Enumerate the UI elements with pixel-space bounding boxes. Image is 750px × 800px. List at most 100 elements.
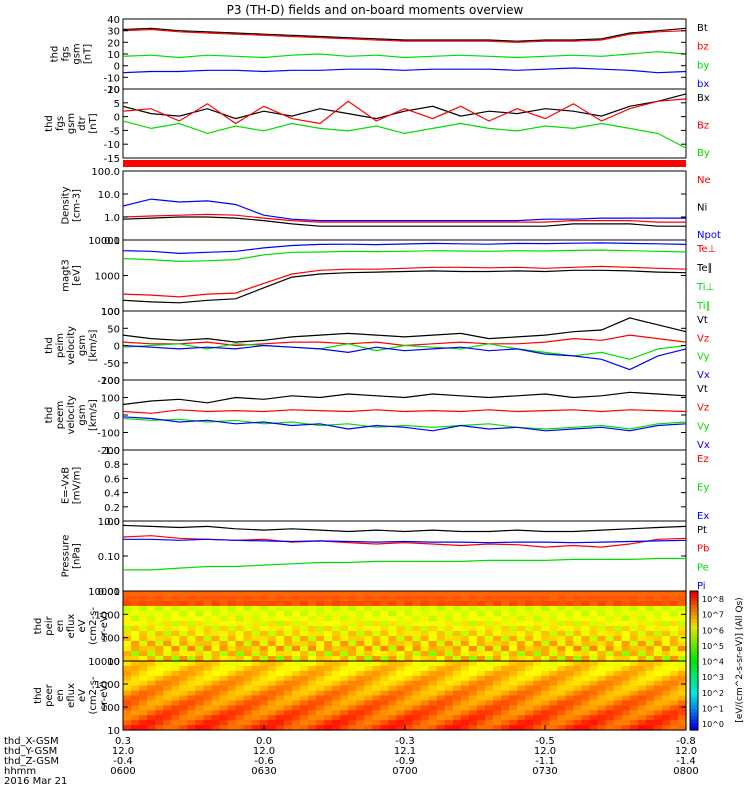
spectrogram-cell [453, 636, 462, 642]
spectrogram-cell [260, 601, 269, 607]
spectrogram-cell [123, 696, 132, 702]
spectrogram-cell [541, 676, 550, 682]
spectrogram-cell [131, 596, 140, 602]
spectrogram-cell [171, 671, 180, 677]
spectrogram-cell [541, 591, 550, 597]
spectrogram-cell [340, 710, 349, 716]
spectrogram-cell [292, 636, 301, 642]
y-axis-label: peer [44, 683, 55, 707]
spectrogram-cell [131, 591, 140, 597]
spectrogram-cell [155, 686, 164, 692]
spectrogram-cell [437, 666, 446, 672]
spectrogram-cell [268, 671, 277, 677]
spectrogram-cell [364, 671, 373, 677]
spectrogram-cell [453, 671, 462, 677]
spectrogram-cell [469, 661, 478, 667]
spectrogram-cell [581, 641, 590, 647]
spectrogram-cell [630, 621, 639, 627]
colorbar-swatch [690, 716, 698, 720]
spectrogram-cell [179, 601, 188, 607]
spectrogram-cell [220, 621, 229, 627]
spectrogram-cell [324, 686, 333, 692]
spectrogram-cell [638, 611, 647, 617]
spectrogram-cell [171, 611, 180, 617]
spectrogram-cell [252, 626, 261, 632]
spectrogram-cell [469, 621, 478, 627]
spectrogram-cell [300, 631, 309, 637]
spectrogram-cell [244, 681, 253, 687]
spectrogram-cell [284, 715, 293, 721]
spectrogram-cell [316, 611, 325, 617]
spectrogram-cell [469, 641, 478, 647]
spectrogram-cell [203, 631, 212, 637]
spectrogram-cell [445, 681, 454, 687]
spectrogram-cell [638, 676, 647, 682]
spectrogram-cell [485, 611, 494, 617]
spectrogram-cell [228, 631, 237, 637]
spectrogram-cell [292, 681, 301, 687]
spectrogram-cell [147, 596, 156, 602]
spectrogram-cell [517, 720, 526, 726]
spectrogram-cell [646, 626, 655, 632]
spectrogram-cell [405, 636, 414, 642]
spectrogram-cell [622, 661, 631, 667]
spectrogram-cell [212, 710, 221, 716]
spectrogram-cell [372, 686, 381, 692]
spectrogram-cell [388, 616, 397, 622]
spectrogram-cell [388, 671, 397, 677]
spectrogram-cell [445, 611, 454, 617]
spectrogram-cell [493, 646, 502, 652]
spectrogram-cell [316, 720, 325, 726]
y-axis-label: eV [77, 689, 88, 702]
spectrogram-cell [654, 631, 663, 637]
spectrogram-cell [581, 681, 590, 687]
series-line-Vt [123, 392, 686, 404]
spectrogram-cell [324, 636, 333, 642]
spectrogram-cell [525, 710, 534, 716]
spectrogram-cell [533, 601, 542, 607]
y-tick-label: 30 [107, 27, 120, 38]
spectrogram-cell [397, 596, 406, 602]
spectrogram-cell [469, 720, 478, 726]
spectrogram-cell [614, 641, 623, 647]
series-line-Bx [123, 94, 686, 119]
spectrogram-cell [397, 621, 406, 627]
spectrogram-cell [300, 661, 309, 667]
spectrogram-cell [388, 606, 397, 612]
spectrogram-cell [332, 646, 341, 652]
spectrogram-cell [123, 651, 132, 657]
spectrogram-cell [123, 626, 132, 632]
spectrogram-cell [308, 651, 317, 657]
spectrogram-cell [565, 611, 574, 617]
spectrogram-cell [501, 671, 510, 677]
spectrogram-cell [405, 616, 414, 622]
spectrogram-cell [380, 651, 389, 657]
spectrogram-cell [276, 641, 285, 647]
spectrogram-cell [565, 646, 574, 652]
spectrogram-cell [276, 611, 285, 617]
spectrogram-cell [236, 676, 245, 682]
spectrogram-cell [397, 681, 406, 687]
spectrogram-cell [195, 696, 204, 702]
spectrogram-cell [581, 636, 590, 642]
y-tick-label: 0 [114, 113, 120, 124]
spectrogram-cell [268, 601, 277, 607]
spectrogram-cell [212, 641, 221, 647]
spectrogram-cell [203, 705, 212, 711]
spectrogram-cell [565, 601, 574, 607]
spectrogram-cell [477, 641, 486, 647]
spectrogram-cell [397, 705, 406, 711]
spectrogram-cell [139, 700, 148, 706]
spectrogram-cell [260, 596, 269, 602]
spectrogram-cell [228, 611, 237, 617]
spectrogram-cell [332, 641, 341, 647]
spectrogram-cell [445, 705, 454, 711]
spectrogram-cell [405, 696, 414, 702]
spectrogram-cell [380, 715, 389, 721]
spectrogram-cell [236, 636, 245, 642]
spectrogram-cell [308, 671, 317, 677]
spectrogram-cell [413, 636, 422, 642]
spectrogram-cell [581, 591, 590, 597]
spectrogram-cell [517, 705, 526, 711]
spectrogram-cell [541, 700, 550, 706]
